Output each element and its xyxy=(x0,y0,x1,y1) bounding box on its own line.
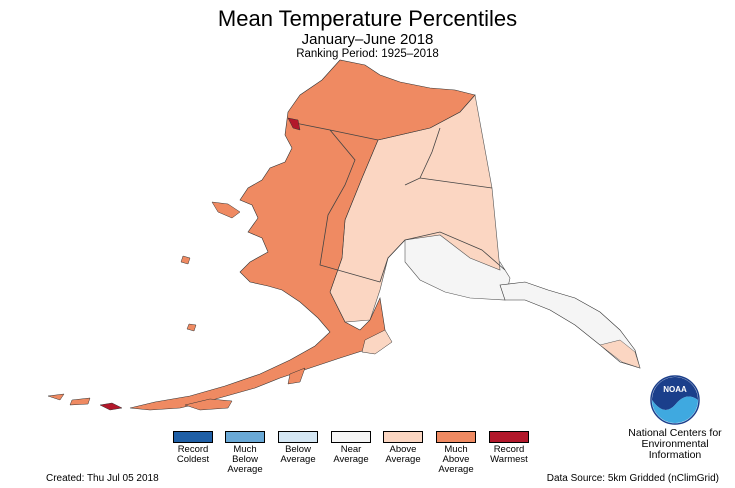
region-much-above-west xyxy=(129,59,476,411)
legend-label: Much Above Average xyxy=(438,444,474,475)
legend-label: Above Average xyxy=(385,444,421,465)
legend-swatch xyxy=(225,431,265,443)
division-lines xyxy=(289,121,506,283)
legend-item-much-above: Much Above Average xyxy=(426,431,486,475)
legend-label: Below Average xyxy=(280,444,316,465)
legend-swatch xyxy=(278,431,318,443)
map-title: Mean Temperature Percentiles xyxy=(217,6,518,31)
region-southeast-above xyxy=(599,339,641,369)
legend-label: Near Average xyxy=(333,444,369,465)
map-subtitle: January–June 2018 xyxy=(301,31,434,48)
legend-label: Much Below Average xyxy=(227,444,263,475)
legend-item-near: Near Average xyxy=(321,431,381,465)
legend-item-record-warmest: Record Warmest xyxy=(479,431,539,465)
legend-item-record-coldest: Record Coldest xyxy=(163,431,223,465)
noaa-logo-text: NOAA xyxy=(663,385,687,394)
legend-item-much-below: Much Below Average xyxy=(215,431,275,475)
agency-name: National Centers for Environmental Infor… xyxy=(628,427,722,461)
legend-label: Record Warmest xyxy=(490,444,528,465)
ranking-period: Ranking Period: 1925–2018 xyxy=(296,48,439,60)
legend-label: Record Coldest xyxy=(176,444,210,465)
noaa-logo: NOAA xyxy=(650,375,700,425)
region-record-warmest xyxy=(287,117,301,131)
legend-item-below: Below Average xyxy=(268,431,328,465)
legend-swatch xyxy=(331,431,371,443)
legend: Record Coldest Much Below Average Below … xyxy=(0,431,735,477)
islands xyxy=(47,201,393,411)
data-source: Data Source: 5km Gridded (nClimGrid) xyxy=(546,473,719,484)
created-date: Created: Thu Jul 05 2018 xyxy=(46,473,159,484)
legend-item-above: Above Average xyxy=(373,431,433,465)
legend-swatch xyxy=(383,431,423,443)
island-record-warm xyxy=(99,402,123,411)
legend-swatch xyxy=(489,431,529,443)
legend-swatch xyxy=(436,431,476,443)
legend-swatch xyxy=(173,431,213,443)
